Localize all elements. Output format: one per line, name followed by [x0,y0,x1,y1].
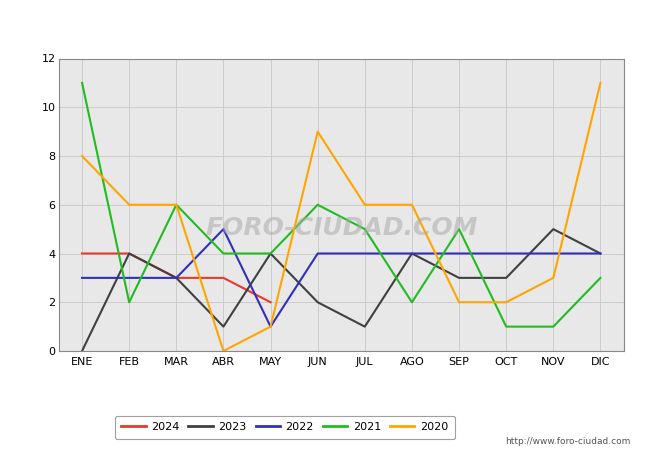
Text: FORO-CIUDAD.COM: FORO-CIUDAD.COM [205,216,478,240]
Legend: 2024, 2023, 2022, 2021, 2020: 2024, 2023, 2022, 2021, 2020 [114,416,455,439]
Text: http://www.foro-ciudad.com: http://www.foro-ciudad.com [505,436,630,446]
Text: Matriculaciones de Vehiculos en Pedrajas de San Esteban: Matriculaciones de Vehiculos en Pedrajas… [105,15,545,30]
